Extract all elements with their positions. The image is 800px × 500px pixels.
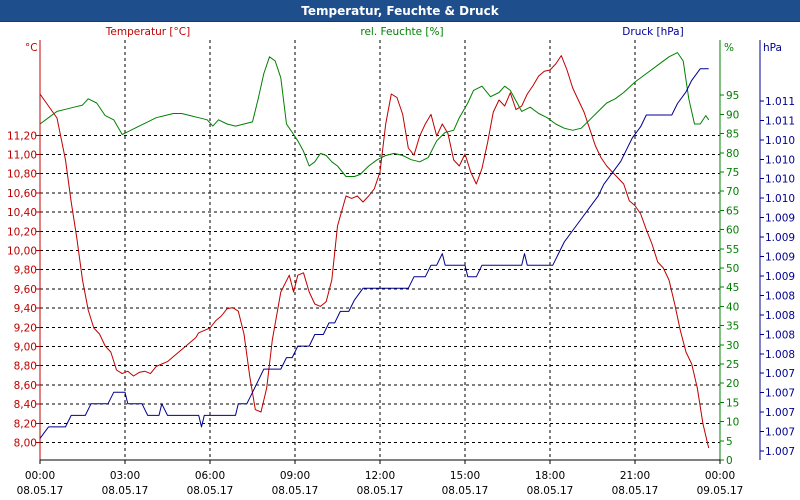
- temperature-tick-label: 9,80: [14, 265, 37, 277]
- grid: [39, 40, 721, 460]
- temperature-tick-label: 9,20: [14, 322, 37, 334]
- humidity-tick-label: 20: [726, 378, 739, 390]
- pressure-tick-label: 1.008: [765, 329, 795, 341]
- pressure-tick-label: 1.008: [765, 290, 795, 302]
- humidity-tick-label: 80: [726, 148, 739, 160]
- x-tick-time-label: 03:00: [110, 470, 140, 482]
- x-tick-date-label: 08.05.17: [442, 485, 489, 497]
- humidity-tick-label: 95: [726, 90, 739, 102]
- title-bar: Temperatur, Feuchte & Druck: [0, 0, 800, 22]
- pressure-tick-label: 1.009: [765, 213, 795, 225]
- x-tick-time-label: 06:00: [195, 470, 225, 482]
- x-tick-date-label: 08.05.17: [527, 485, 574, 497]
- pressure-tick-label: 1.010: [765, 193, 795, 205]
- temperature-tick-label: 9,00: [14, 342, 37, 354]
- pressure-line: [39, 68, 709, 439]
- x-tick-time-label: 21:00: [620, 470, 650, 482]
- temperature-axis-title: Temperatur [°C]: [105, 26, 190, 38]
- x-tick-date-label: 08.05.17: [187, 485, 234, 497]
- pressure-tick-label: 1.009: [765, 232, 795, 244]
- x-tick-date-label: 08.05.17: [612, 485, 659, 497]
- humidity-tick-label: 5: [726, 436, 733, 448]
- temperature-line: [39, 55, 710, 449]
- pressure-tick-label: 1.007: [765, 446, 795, 458]
- humidity-tick-label: 90: [726, 109, 739, 121]
- pressure-axis-title: Druck [hPa]: [622, 26, 683, 38]
- humidity-tick-label: 45: [726, 282, 739, 294]
- humidity-tick-label: 25: [726, 359, 739, 371]
- temperature-tick-label: 9,40: [14, 303, 37, 315]
- temperature-tick-label: 10,40: [7, 207, 37, 219]
- humidity-tick-label: 15: [726, 397, 739, 409]
- pressure-tick-label: 1.010: [765, 135, 795, 147]
- temperature-tick-label: 8,60: [14, 380, 37, 392]
- humidity-tick-label: 35: [726, 321, 739, 333]
- x-tick-date-label: 08.05.17: [102, 485, 149, 497]
- x-tick-date-label: 09.05.17: [697, 485, 744, 497]
- humidity-tick-label: 85: [726, 129, 739, 141]
- humidity-axis-title: rel. Feuchte [%]: [360, 26, 443, 38]
- temperature-tick-label: 10,20: [7, 226, 37, 238]
- pressure-tick-label: 1.007: [765, 407, 795, 419]
- x-tick-date-label: 08.05.17: [17, 485, 64, 497]
- humidity-tick-label: 65: [726, 205, 739, 217]
- temperature-tick-label: 8,80: [14, 361, 37, 373]
- humidity-line: [39, 52, 710, 177]
- x-tick-time-label: 09:00: [280, 470, 310, 482]
- temperature-tick-label: 11,20: [7, 130, 37, 142]
- temperature-unit: °C: [25, 42, 38, 54]
- pressure-tick-label: 1.008: [765, 349, 795, 361]
- pressure-tick-label: 1.009: [765, 271, 795, 283]
- humidity-unit: %: [724, 42, 734, 54]
- x-tick-time-label: 00:00: [705, 470, 735, 482]
- humidity-tick-label: 30: [726, 340, 739, 352]
- humidity-tick-label: 50: [726, 263, 739, 275]
- temperature-tick-label: 9,60: [14, 284, 37, 296]
- x-tick-time-label: 15:00: [450, 470, 480, 482]
- pressure-tick-label: 1.010: [765, 174, 795, 186]
- window-title: Temperatur, Feuchte & Druck: [301, 3, 499, 18]
- humidity-tick-label: 55: [726, 244, 739, 256]
- humidity-tick-label: 75: [726, 167, 739, 179]
- temperature-tick-label: 10,60: [7, 188, 37, 200]
- pressure-tick-label: 1.009: [765, 252, 795, 264]
- x-tick-date-label: 08.05.17: [272, 485, 319, 497]
- temperature-tick-label: 11,00: [7, 150, 37, 162]
- pressure-tick-label: 1.011: [765, 96, 795, 108]
- temperature-tick-label: 8,00: [14, 438, 37, 450]
- humidity-tick-label: 70: [726, 186, 739, 198]
- pressure-tick-label: 1.007: [765, 368, 795, 380]
- series-layer: [39, 52, 710, 449]
- temperature-tick-label: 10,80: [7, 169, 37, 181]
- x-tick-time-label: 00:00: [25, 470, 55, 482]
- pressure-tick-label: 1.008: [765, 310, 795, 322]
- pressure-unit: hPa: [763, 42, 782, 54]
- pressure-tick-label: 1.010: [765, 154, 795, 166]
- humidity-tick-label: 10: [726, 417, 739, 429]
- humidity-tick-label: 40: [726, 301, 739, 313]
- pressure-tick-label: 1.011: [765, 115, 795, 127]
- tick-labels: Temperatur [°C] rel. Feuchte [%] Druck [hP…: [7, 26, 795, 497]
- temperature-tick-label: 8,40: [14, 399, 37, 411]
- axes: [36, 40, 764, 464]
- temperature-tick-label: 10,00: [7, 246, 37, 258]
- pressure-tick-label: 1.007: [765, 388, 795, 400]
- x-tick-time-label: 12:00: [365, 470, 395, 482]
- pressure-tick-label: 1.007: [765, 427, 795, 439]
- humidity-tick-label: 60: [726, 225, 739, 237]
- humidity-tick-label: 0: [726, 455, 733, 467]
- x-tick-time-label: 18:00: [535, 470, 565, 482]
- x-tick-date-label: 08.05.17: [357, 485, 404, 497]
- temperature-tick-label: 8,20: [14, 418, 37, 430]
